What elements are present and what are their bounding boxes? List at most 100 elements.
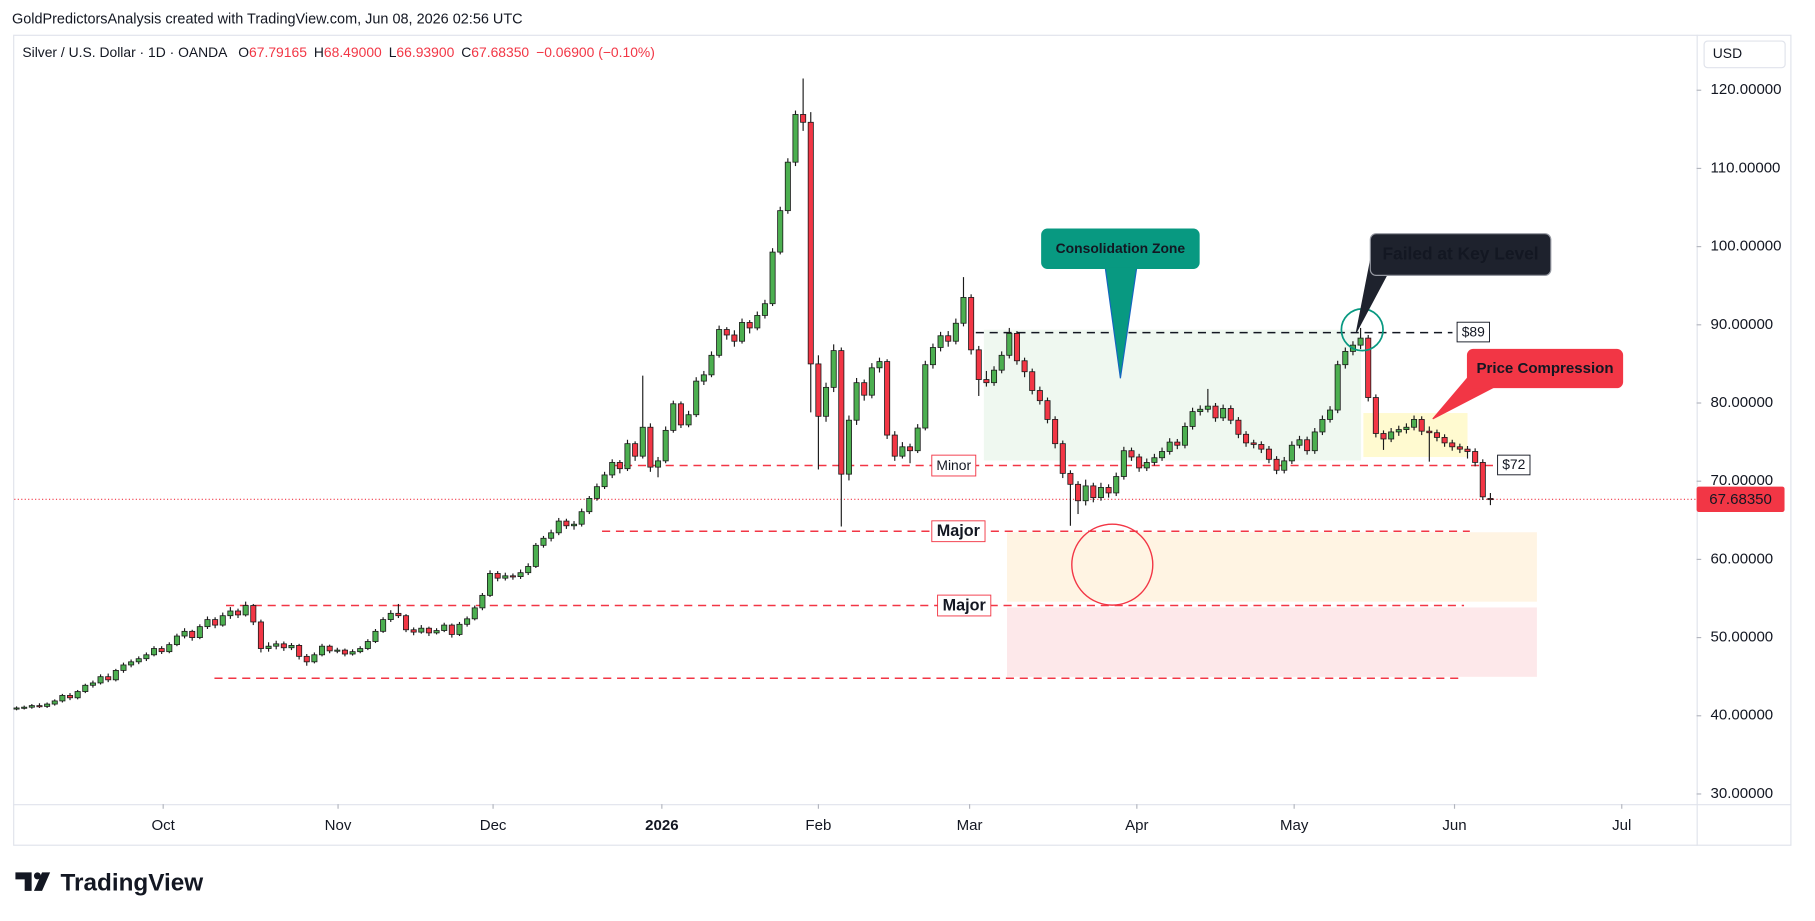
candle-body xyxy=(1220,408,1227,419)
candle-body xyxy=(777,210,784,253)
candle-body xyxy=(601,474,608,488)
candle-body xyxy=(418,627,425,633)
candle-body xyxy=(410,629,417,633)
candle-body xyxy=(1441,437,1448,444)
candle-body xyxy=(1120,450,1127,477)
candle-body xyxy=(97,676,104,684)
candle-body xyxy=(151,648,158,656)
consolidation-zone xyxy=(983,329,1362,461)
candle-body xyxy=(433,630,440,634)
candle-body xyxy=(914,427,921,452)
candle-body xyxy=(868,367,875,396)
candle-body xyxy=(1281,460,1288,471)
y-tick-label: 40.00000 xyxy=(1710,707,1773,724)
candle-body xyxy=(1449,442,1456,448)
candle-body xyxy=(800,114,807,123)
candle-body xyxy=(609,462,616,476)
candle-body xyxy=(845,419,852,475)
chart-title: Silver / U.S. Dollar · 1D · OANDA xyxy=(22,44,228,60)
candle-body xyxy=(937,335,944,348)
attribution: GoldPredictorsAnalysis created with Trad… xyxy=(12,11,523,27)
candle-body xyxy=(739,322,746,342)
ohlc-label: O xyxy=(238,44,249,60)
candle-body xyxy=(1029,371,1036,391)
candle-body xyxy=(1426,430,1433,434)
candle-body xyxy=(983,379,990,384)
y-tick-label: 30.00000 xyxy=(1710,785,1773,802)
y-tick-label: 80.00000 xyxy=(1710,394,1773,411)
x-tick-label: Dec xyxy=(480,817,507,834)
candle-body xyxy=(578,511,585,525)
candles xyxy=(13,78,1494,711)
y-tick-label: 100.00000 xyxy=(1710,238,1781,255)
level-tag: Major xyxy=(937,522,981,540)
logo-icon xyxy=(15,872,51,891)
candle-body xyxy=(1044,400,1051,420)
ohlc-value: 66.93900 xyxy=(396,44,454,60)
candle-body xyxy=(487,573,494,596)
candle-body xyxy=(250,605,257,623)
candle-body xyxy=(1013,333,1020,362)
candle-body xyxy=(494,573,501,579)
ohlc-label: C xyxy=(461,44,471,60)
candle-body xyxy=(1059,443,1066,474)
candle-body xyxy=(662,429,669,462)
candle-body xyxy=(441,624,448,631)
candle-body xyxy=(1113,476,1120,494)
candle-body xyxy=(227,610,234,617)
candle-body xyxy=(67,695,74,699)
candle-body xyxy=(296,645,303,657)
candle-body xyxy=(51,700,58,705)
currency-box[interactable] xyxy=(1703,40,1786,69)
candle-body xyxy=(975,349,982,380)
chart-frame xyxy=(13,34,1792,846)
candle-body xyxy=(357,648,364,653)
candle-body xyxy=(1006,333,1013,356)
candle-body xyxy=(945,335,952,342)
x-tick-label: Jul xyxy=(1612,817,1631,834)
candle-body xyxy=(1082,485,1089,502)
candle-body xyxy=(204,619,211,628)
candle-body xyxy=(1136,456,1143,469)
candle-body xyxy=(907,446,914,452)
level-label: $89 xyxy=(1462,323,1485,339)
candle-body xyxy=(128,661,135,666)
deep-support-zone xyxy=(1007,607,1537,677)
candle-body xyxy=(89,682,96,686)
candle-body xyxy=(670,403,677,431)
candle-body xyxy=(639,426,646,457)
currency[interactable]: USD xyxy=(1713,45,1742,61)
candle-body xyxy=(1487,498,1494,501)
x-tick-label: 2026 xyxy=(645,817,678,834)
axes: 30.00000 40.00000 50.00000 60.00000 70.00000… xyxy=(151,81,1785,834)
candle-body xyxy=(761,303,768,316)
candle-body xyxy=(280,643,287,649)
candle-body xyxy=(991,369,998,384)
candle-body xyxy=(311,654,318,663)
candle-body xyxy=(219,615,226,626)
candle-body xyxy=(960,297,967,324)
candle-body xyxy=(1090,485,1097,499)
candle-body xyxy=(693,380,700,416)
candle-body xyxy=(1411,419,1418,428)
candle-body xyxy=(1296,439,1303,446)
chart-header: Silver / U.S. Dollar · 1D · OANDA O67.79… xyxy=(22,44,655,60)
level-tag-box xyxy=(937,594,992,617)
candle-body xyxy=(899,446,906,457)
candle-body xyxy=(1319,419,1326,433)
candle-body xyxy=(44,703,51,707)
candle-body xyxy=(448,624,455,635)
callout-text: Consolidation Zone xyxy=(1056,240,1186,256)
candle-body xyxy=(677,403,684,426)
candle-body xyxy=(532,544,539,567)
candle-body xyxy=(1311,431,1318,452)
candle-body xyxy=(1357,337,1364,346)
candle-body xyxy=(1327,409,1334,420)
candle-body xyxy=(1479,462,1486,498)
candle-body xyxy=(1189,411,1196,427)
candle-body xyxy=(349,651,356,655)
price-change: −0.06900 (−0.10%) xyxy=(536,44,655,60)
highlight-circle xyxy=(1071,523,1154,606)
